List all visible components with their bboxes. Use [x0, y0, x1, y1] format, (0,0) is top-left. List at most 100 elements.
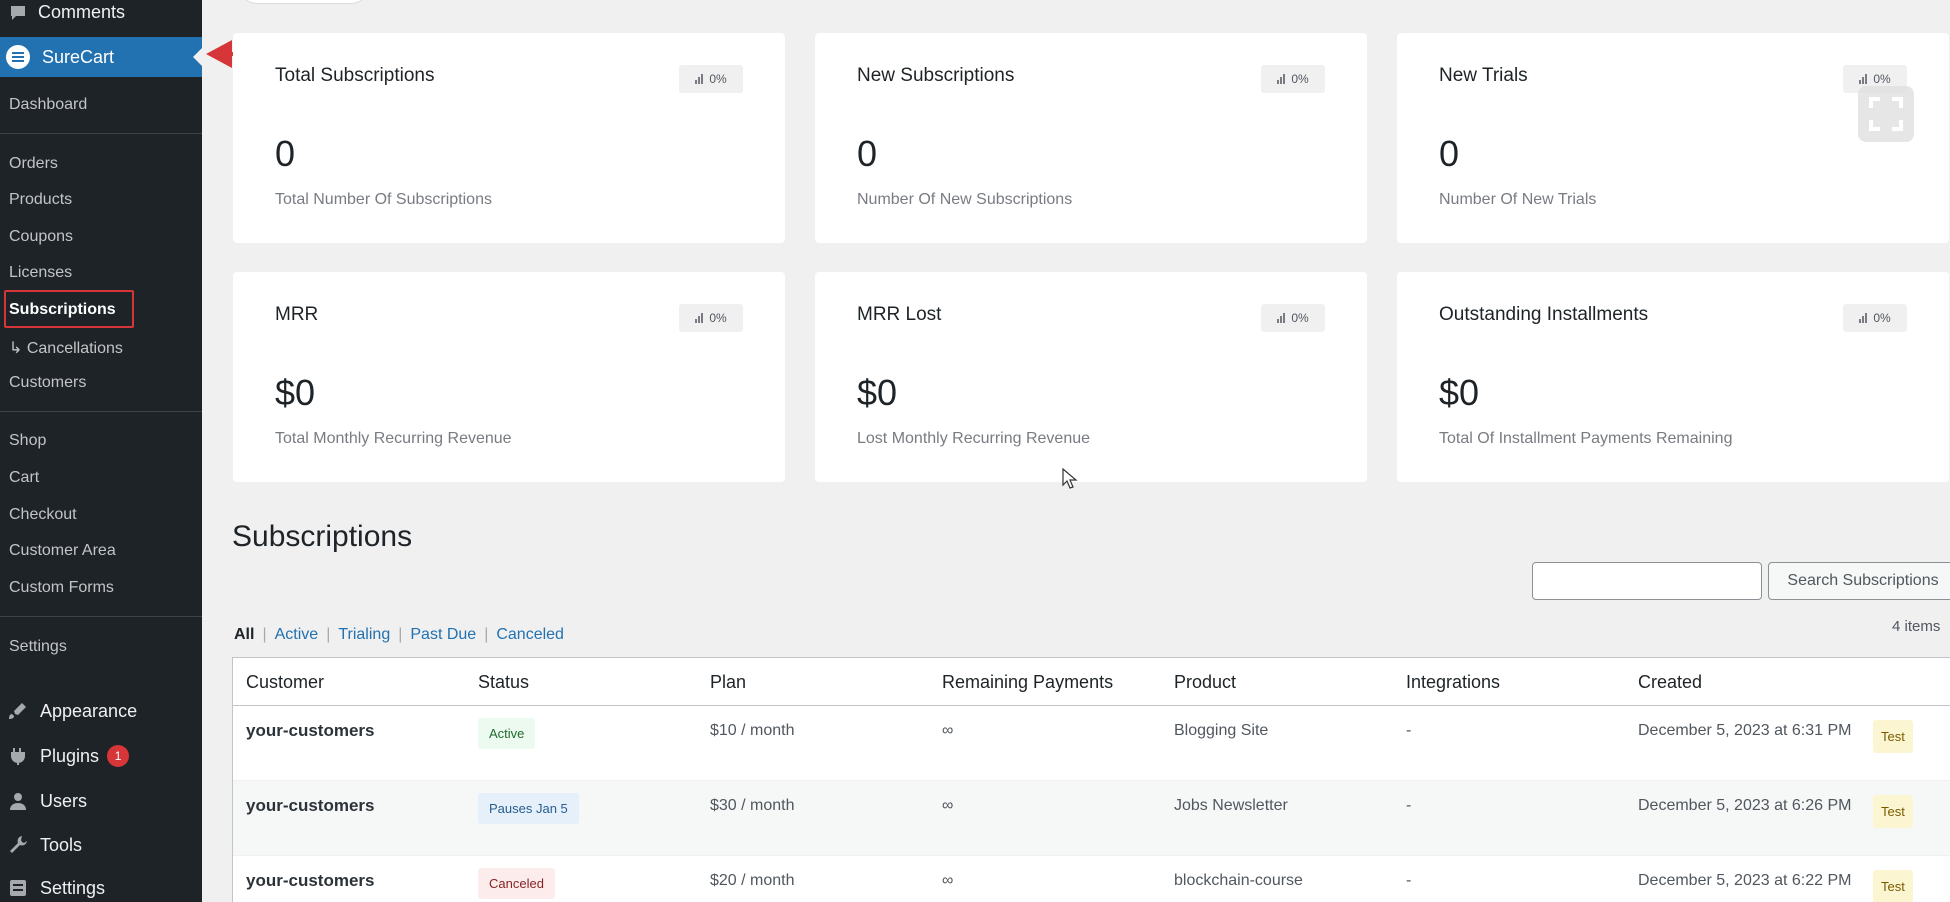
- test-mode-badge: Test: [1873, 720, 1913, 753]
- sidebar-item-label: Tools: [40, 834, 83, 855]
- stat-description: Lost Monthly Recurring Revenue: [857, 430, 1091, 447]
- customer-link[interactable]: your-customers: [246, 796, 375, 815]
- submenu-custom-forms[interactable]: Custom Forms: [9, 579, 114, 596]
- submenu-customer-area[interactable]: Customer Area: [9, 542, 116, 559]
- submenu-settings[interactable]: Settings: [9, 638, 67, 655]
- submenu-checkout[interactable]: Checkout: [9, 506, 77, 523]
- remaining-payments-cell: ∞: [942, 722, 954, 739]
- page-title: Subscriptions: [232, 520, 413, 553]
- stat-description: Number Of New Trials: [1439, 191, 1597, 208]
- admin-sidebar: Comments SureCart Dashboard Orders Produ…: [0, 0, 202, 902]
- stat-value: 0: [275, 133, 296, 174]
- sidebar-item-tools[interactable]: Tools: [0, 825, 202, 865]
- stat-change-value: 0%: [709, 311, 727, 325]
- submenu-products[interactable]: Products: [9, 191, 73, 208]
- integrations-cell: -: [1406, 872, 1412, 889]
- filter-past-due[interactable]: Past Due: [410, 626, 477, 643]
- test-mode-cell: Test: [1873, 870, 1913, 902]
- submenu-licenses[interactable]: Licenses: [9, 264, 73, 281]
- filter-trialing[interactable]: Trialing: [338, 626, 391, 643]
- bar-chart-icon: [1277, 74, 1286, 84]
- filter-canceled[interactable]: Canceled: [496, 626, 564, 643]
- subscriptions-table: Customer Status Plan Remaining Payments …: [232, 657, 1950, 902]
- submenu-cancellations[interactable]: ↳ Cancellations: [9, 340, 123, 357]
- column-header[interactable]: Plan: [710, 672, 747, 692]
- customer-link[interactable]: your-customers: [246, 721, 375, 740]
- column-header[interactable]: Status: [478, 672, 530, 692]
- fullscreen-icon[interactable]: [1858, 86, 1914, 142]
- filter-active[interactable]: Active: [274, 626, 319, 643]
- stat-value: $0: [275, 372, 316, 413]
- plan-cell: $20 / month: [710, 872, 795, 889]
- stat-title: New Subscriptions: [857, 65, 1015, 86]
- product-link[interactable]: Blogging Site: [1174, 722, 1269, 739]
- filter-all[interactable]: All: [234, 626, 255, 643]
- column-header[interactable]: Product: [1174, 672, 1237, 692]
- stat-description: Total Number Of Subscriptions: [275, 191, 492, 208]
- submenu-orders[interactable]: Orders: [9, 155, 58, 172]
- column-header[interactable]: Created: [1638, 672, 1703, 692]
- bar-chart-icon: [1277, 313, 1286, 323]
- sidebar-item-label: Appearance: [40, 700, 138, 721]
- stat-title: Total Subscriptions: [275, 65, 435, 86]
- plugin-icon: [6, 744, 30, 768]
- sidebar-item-comments[interactable]: Comments: [0, 0, 202, 25]
- customer-link[interactable]: your-customers: [246, 871, 375, 890]
- stat-change-badge: 0%: [1843, 304, 1907, 332]
- plan-cell: $10 / month: [710, 722, 795, 739]
- sidebar-item-surecart[interactable]: SureCart: [0, 37, 202, 77]
- stat-change-badge: 0%: [679, 65, 743, 93]
- sidebar-item-plugins[interactable]: Plugins 1: [0, 736, 202, 776]
- filter-separator: |: [326, 626, 331, 643]
- table-row[interactable]: your-customers Canceled $20 / month ∞ bl…: [233, 856, 1950, 902]
- paintbrush-icon: [6, 699, 30, 723]
- stat-description: Total Monthly Recurring Revenue: [275, 430, 512, 447]
- highlight-box: [4, 290, 134, 328]
- stat-card-mrr-lost: MRR Lost 0% $0 Lost Monthly Recurring Re…: [815, 272, 1367, 482]
- wrench-icon: [6, 833, 30, 857]
- status-badge: Pauses Jan 5: [478, 793, 579, 824]
- integrations-cell: -: [1406, 722, 1412, 739]
- sidebar-item-users[interactable]: Users: [0, 781, 202, 821]
- sidebar-item-settings[interactable]: Settings: [0, 868, 202, 902]
- stat-card-outstanding-installments: Outstanding Installments 0% $0 Total Of …: [1397, 272, 1949, 482]
- stat-change-value: 0%: [1291, 311, 1309, 325]
- test-mode-badge: Test: [1873, 795, 1913, 828]
- product-link[interactable]: blockchain-course: [1174, 872, 1303, 889]
- bar-chart-icon: [695, 74, 704, 84]
- submenu-dashboard[interactable]: Dashboard: [9, 96, 88, 113]
- created-cell: December 5, 2023 at 6:31 PM: [1638, 722, 1852, 739]
- submenu-subscriptions[interactable]: Subscriptions: [9, 301, 116, 318]
- status-cell: Pauses Jan 5: [478, 793, 579, 824]
- items-count: 4 items: [1892, 618, 1941, 635]
- submenu-shop[interactable]: Shop: [9, 432, 47, 449]
- search-input[interactable]: [1532, 562, 1762, 600]
- test-mode-badge: Test: [1873, 870, 1913, 902]
- column-header[interactable]: Customer: [246, 672, 325, 692]
- surecart-logo-icon: [6, 45, 30, 69]
- stat-value: $0: [857, 372, 898, 413]
- bar-chart-icon: [1859, 74, 1868, 84]
- stat-change-badge: 0%: [1261, 65, 1325, 93]
- stat-title: New Trials: [1439, 65, 1528, 86]
- stat-title: Outstanding Installments: [1439, 304, 1649, 325]
- top-button-partial[interactable]: [236, 0, 372, 4]
- stat-card-mrr: MRR 0% $0 Total Monthly Recurring Revenu…: [233, 272, 785, 482]
- bar-chart-icon: [695, 313, 704, 323]
- sidebar-item-appearance[interactable]: Appearance: [0, 691, 202, 731]
- search-subscriptions-button[interactable]: Search Subscriptions: [1768, 562, 1950, 600]
- table-row[interactable]: your-customers Active $10 / month ∞ Blog…: [233, 706, 1950, 781]
- submenu-coupons[interactable]: Coupons: [9, 228, 74, 245]
- submenu-customers[interactable]: Customers: [9, 374, 87, 391]
- stat-change-badge: 0%: [679, 304, 743, 332]
- stat-change-value: 0%: [709, 72, 727, 86]
- stat-change-value: 0%: [1873, 311, 1891, 325]
- stat-description: Total Of Installment Payments Remaining: [1439, 430, 1733, 447]
- column-header[interactable]: Remaining Payments: [942, 672, 1114, 692]
- stat-title: MRR: [275, 304, 319, 325]
- column-header[interactable]: Integrations: [1406, 672, 1501, 692]
- product-link[interactable]: Jobs Newsletter: [1174, 797, 1288, 814]
- table-row[interactable]: your-customers Pauses Jan 5 $30 / month …: [233, 781, 1950, 856]
- submenu-cart[interactable]: Cart: [9, 469, 40, 486]
- comment-icon: [8, 3, 28, 23]
